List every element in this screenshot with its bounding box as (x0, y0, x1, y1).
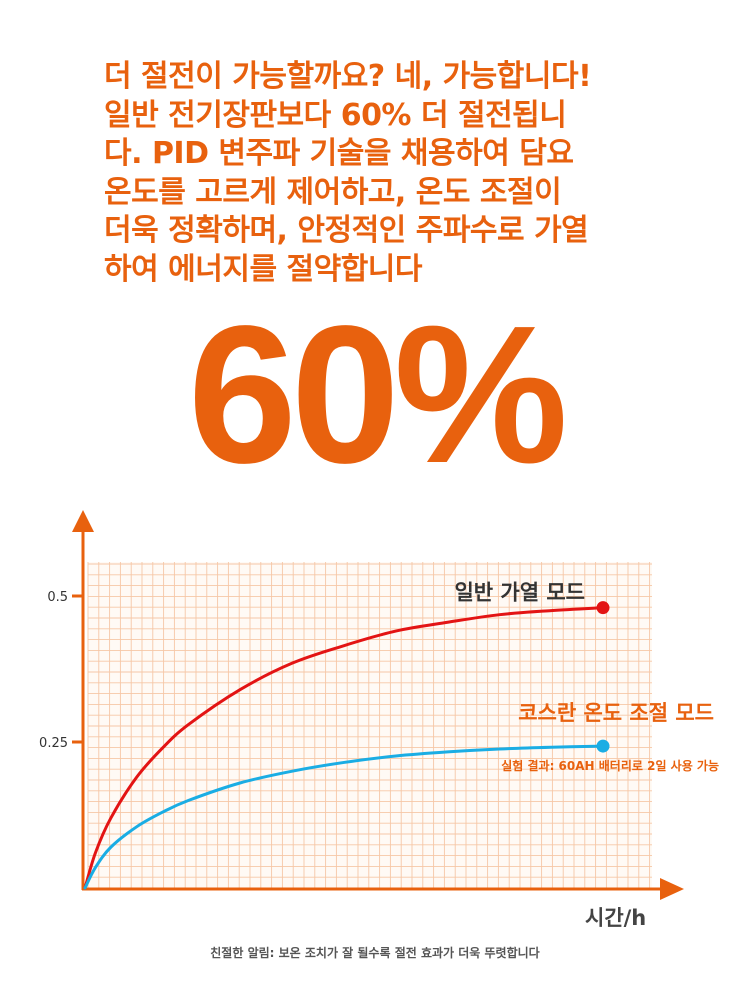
x-axis-arrow (660, 878, 684, 900)
big-percent-figure: 60% (187, 285, 568, 504)
series-label-normal-heating: 일반 가열 모드 (454, 581, 585, 605)
normal-heating-series-end-point (596, 601, 610, 615)
chart-series (83, 601, 610, 890)
x-axis-label: 시간/h (585, 906, 646, 930)
chart-axes (72, 510, 684, 900)
y-tick-label: 0.25 (39, 736, 68, 751)
footnote-text: 친절한 알림: 보온 조치가 잘 될수록 절전 효과가 더욱 뚜렷합니다 (210, 946, 540, 960)
cosran-control-series-line (83, 744, 605, 890)
y-tick-label: 0.5 (47, 590, 68, 605)
experiment-result-annotation: 실험 결과: 60AH 배터리로 2일 사용 가능 (501, 758, 719, 773)
headline-text: 더 절전이 가능할까요? 네, 가능합니다! 일반 전기장판보다 60% 더 절… (104, 59, 592, 287)
series-label-cosran-control: 코스란 온도 조절 모드 (518, 701, 714, 725)
cosran-control-series-end-point (596, 739, 610, 753)
chart-grid (87, 562, 652, 889)
y-axis-ticks: 0.5 0.25 (39, 590, 84, 751)
y-axis-arrow (72, 510, 94, 532)
normal-heating-series-line (83, 606, 605, 890)
